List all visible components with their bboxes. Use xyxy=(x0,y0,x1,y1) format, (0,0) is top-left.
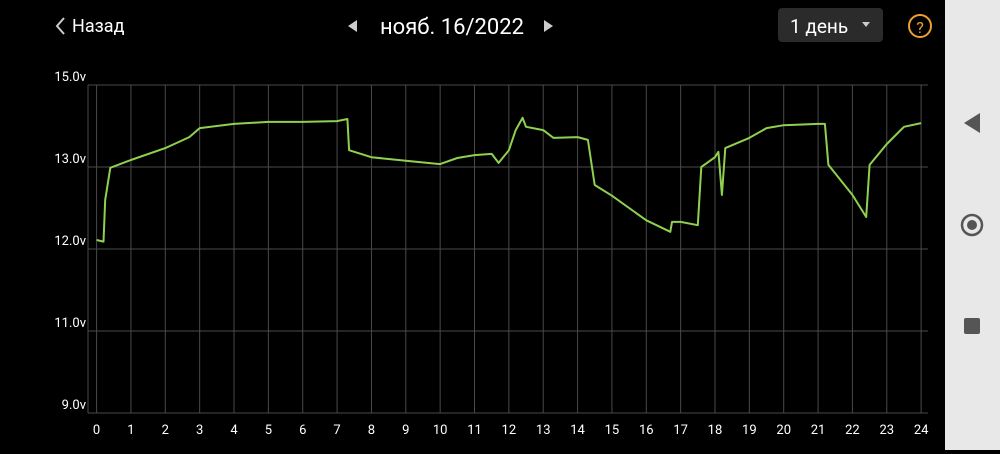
dropdown-box xyxy=(778,8,883,42)
x-tick-label: 15 xyxy=(605,423,620,438)
x-tick-label: 20 xyxy=(776,423,791,438)
help-circle xyxy=(908,14,932,38)
y-tick-label: 15.0v xyxy=(54,70,86,85)
x-tick-label: 19 xyxy=(742,423,757,438)
data-line xyxy=(96,116,922,243)
nav-home[interactable] xyxy=(960,213,984,237)
x-tick-label: 12 xyxy=(502,423,517,438)
x-tick-label: 24 xyxy=(914,423,929,438)
x-tick-label: 18 xyxy=(708,423,723,438)
x-tick-label: 1 xyxy=(127,423,134,438)
date-label: нояб. 16/2022 xyxy=(380,15,524,40)
x-tick-label: 22 xyxy=(845,423,860,438)
x-tick-label: 3 xyxy=(196,423,203,438)
x-tick-label: 4 xyxy=(230,423,238,438)
x-tick-label: 13 xyxy=(536,423,551,438)
x-tick-label: 11 xyxy=(467,423,482,438)
background xyxy=(0,0,945,450)
back-icon xyxy=(55,17,65,35)
next-date[interactable] xyxy=(544,20,553,32)
nav-home-dot xyxy=(967,220,977,230)
y-tick-label: 9.0v xyxy=(62,398,87,413)
x-tick-label: 14 xyxy=(570,423,585,438)
period-dropdown[interactable]: 1 день xyxy=(778,8,883,42)
x-tick-label: 8 xyxy=(368,423,375,438)
back-label: Назад xyxy=(72,16,125,37)
x-tick-label: 17 xyxy=(673,423,688,438)
nav-home-ring xyxy=(960,213,984,237)
help-label: ? xyxy=(916,18,924,37)
dropdown-arrow xyxy=(862,22,870,27)
x-tick-label: 16 xyxy=(639,423,654,438)
y-tick-label: 11.0v xyxy=(54,316,86,331)
x-tick-label: 9 xyxy=(402,423,409,438)
x-tick-label: 7 xyxy=(333,423,340,438)
x-tick-label: 2 xyxy=(162,423,169,438)
x-tick-label: 5 xyxy=(265,423,272,438)
y-tick-label: 12.0v xyxy=(54,234,86,249)
nav-recents[interactable] xyxy=(964,318,980,334)
x-tick-label: 23 xyxy=(879,423,894,438)
x-tick-label: 0 xyxy=(93,423,100,438)
x-tick-label: 10 xyxy=(433,423,448,438)
period-label: 1 день xyxy=(790,15,848,38)
nav-back[interactable] xyxy=(964,113,980,133)
back-button[interactable]: Назад xyxy=(55,16,125,37)
prev-date[interactable] xyxy=(348,20,357,32)
x-tick-label: 6 xyxy=(299,423,306,438)
y-tick-label: 13.0v xyxy=(54,152,86,167)
x-tick-label: 21 xyxy=(811,423,826,438)
help-button[interactable]: ? xyxy=(908,14,932,38)
